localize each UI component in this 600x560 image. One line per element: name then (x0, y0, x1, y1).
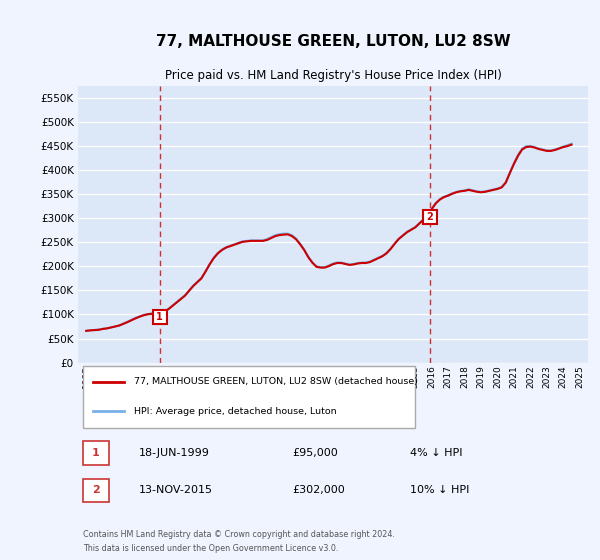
Text: 77, MALTHOUSE GREEN, LUTON, LU2 8SW (detached house): 77, MALTHOUSE GREEN, LUTON, LU2 8SW (det… (134, 377, 418, 386)
FancyBboxPatch shape (83, 479, 109, 502)
Text: 4% ↓ HPI: 4% ↓ HPI (409, 448, 462, 458)
Text: HPI: Average price, detached house, Luton: HPI: Average price, detached house, Luto… (134, 407, 337, 416)
FancyBboxPatch shape (83, 366, 415, 428)
Text: 1: 1 (156, 312, 163, 322)
Text: 13-NOV-2015: 13-NOV-2015 (139, 486, 213, 495)
Text: Price paid vs. HM Land Registry's House Price Index (HPI): Price paid vs. HM Land Registry's House … (164, 69, 502, 82)
FancyBboxPatch shape (83, 441, 109, 465)
Text: This data is licensed under the Open Government Licence v3.0.: This data is licensed under the Open Gov… (83, 544, 338, 553)
Text: 10% ↓ HPI: 10% ↓ HPI (409, 486, 469, 495)
Text: Contains HM Land Registry data © Crown copyright and database right 2024.: Contains HM Land Registry data © Crown c… (83, 530, 395, 539)
Text: 2: 2 (426, 212, 433, 222)
Text: 18-JUN-1999: 18-JUN-1999 (139, 448, 210, 458)
Text: £302,000: £302,000 (292, 486, 345, 495)
Text: 2: 2 (92, 486, 100, 495)
Text: 77, MALTHOUSE GREEN, LUTON, LU2 8SW: 77, MALTHOUSE GREEN, LUTON, LU2 8SW (155, 34, 511, 49)
Text: 1: 1 (92, 448, 100, 458)
Text: £95,000: £95,000 (292, 448, 338, 458)
